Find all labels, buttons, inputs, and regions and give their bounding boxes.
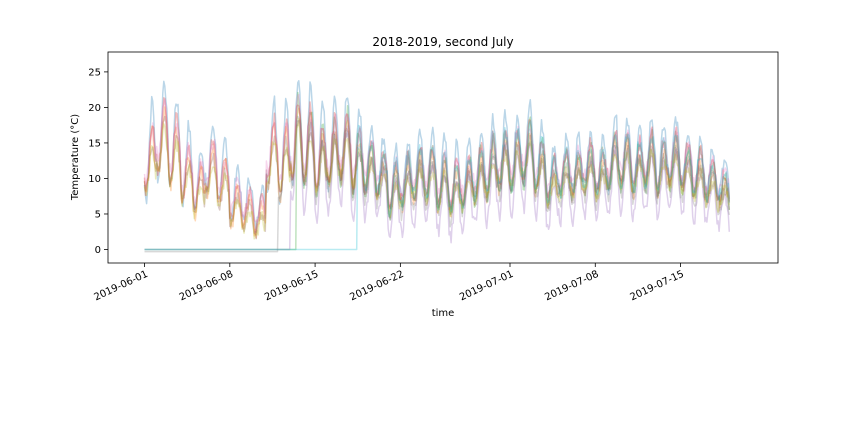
chart-title: 2018-2019, second July bbox=[372, 35, 513, 49]
y-tick-label: 10 bbox=[88, 174, 101, 185]
temperature-series-line bbox=[144, 119, 731, 251]
y-tick-label: 5 bbox=[95, 209, 101, 220]
x-axis-label: time bbox=[432, 308, 455, 319]
temperature-series-line bbox=[143, 115, 731, 240]
temperature-series-line bbox=[143, 93, 731, 223]
series-layer bbox=[143, 80, 731, 253]
y-axis-label: Temperature (°C) bbox=[70, 114, 81, 201]
temperature-series-line bbox=[144, 120, 731, 251]
temperature-series-line bbox=[143, 118, 731, 240]
y-tick-label: 25 bbox=[88, 67, 101, 78]
y-tick-label: 15 bbox=[88, 138, 101, 149]
plot-frame bbox=[107, 51, 779, 264]
y-axis-ticks: 0 5 10 15 20 25 bbox=[88, 67, 108, 256]
temperature-series-line bbox=[144, 91, 731, 251]
temperature-series-line bbox=[144, 115, 731, 253]
y-tick-label: 20 bbox=[88, 103, 101, 114]
y-tick-label: 0 bbox=[95, 245, 101, 256]
temperature-series-line bbox=[143, 106, 731, 239]
temperature-series-line bbox=[143, 97, 731, 236]
temperature-series-line bbox=[143, 80, 731, 233]
